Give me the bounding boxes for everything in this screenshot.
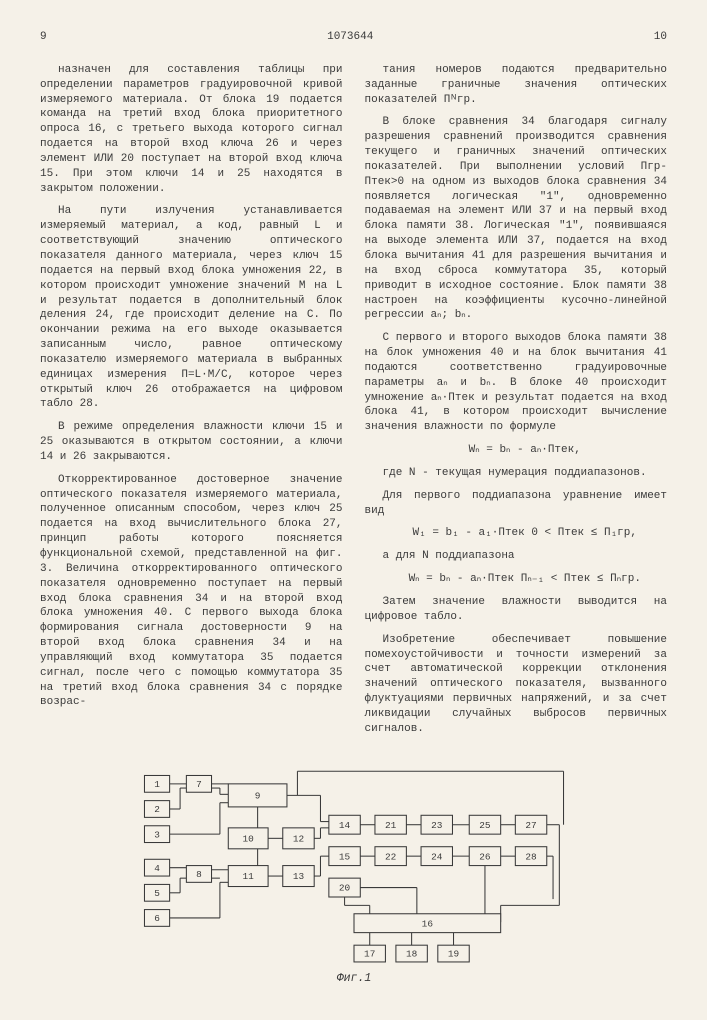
para: назначен для составления таблицы при опр… (40, 63, 343, 197)
block-label-14: 14 (338, 819, 350, 830)
para: В режиме определения влажности ключи 15 … (40, 420, 343, 465)
block-label-16: 16 (421, 918, 433, 929)
block-label-13: 13 (292, 871, 304, 882)
para: С первого и второго выходов блока памяти… (365, 331, 668, 435)
block-label-11: 11 (242, 871, 254, 882)
para: На пути излучения устанавливается измеря… (40, 204, 343, 412)
formula: Wₙ = bₙ - aₙ·Птек Пₙ₋₁ < Птек ≤ Пₙгр. (365, 572, 668, 587)
block-label-19: 19 (447, 948, 458, 959)
text-columns: назначен для составления таблицы при опр… (40, 63, 667, 745)
block-label-6: 6 (154, 913, 160, 924)
block-label-20: 20 (338, 882, 350, 893)
para: Для первого поддиапазона уравнение имеет… (365, 489, 668, 519)
block-label-8: 8 (196, 869, 202, 880)
block-label-18: 18 (405, 948, 417, 959)
block-label-28: 28 (525, 851, 537, 862)
block-label-2: 2 (154, 804, 160, 815)
block-label-3: 3 (154, 829, 160, 840)
doc-number: 1073644 (327, 30, 373, 45)
block-label-24: 24 (431, 851, 443, 862)
block-label-15: 15 (338, 851, 350, 862)
block-label-12: 12 (292, 833, 303, 844)
block-label-17: 17 (364, 948, 375, 959)
block-label-1: 1 (154, 779, 160, 790)
diagram-svg: 1234567891011121314152122232425262728201… (74, 765, 634, 985)
page-num-right: 10 (654, 30, 667, 45)
para: тания номеров подаются предварительно за… (365, 63, 668, 108)
para: В блоке сравнения 34 благодаря сигналу р… (365, 115, 668, 323)
para: Откорректированное достоверное значение … (40, 473, 343, 711)
para: Затем значение влажности выводится на ци… (365, 595, 668, 625)
block-label-9: 9 (254, 790, 260, 801)
formula: Wₙ = bₙ - aₙ·Птек, (365, 443, 668, 458)
block-label-7: 7 (196, 779, 202, 790)
block-label-22: 22 (385, 851, 396, 862)
block-label-26: 26 (479, 851, 491, 862)
para: а для N поддиапазона (365, 549, 668, 564)
page-header: 9 1073644 10 (40, 30, 667, 45)
right-column: тания номеров подаются предварительно за… (365, 63, 668, 737)
block-label-23: 23 (431, 819, 443, 830)
block-label-21: 21 (385, 819, 397, 830)
block-diagram: 1234567891011121314152122232425262728201… (40, 765, 667, 991)
page-num-left: 9 (40, 30, 47, 45)
para: где N - текущая нумерация поддиапазонов. (365, 466, 668, 481)
block-label-4: 4 (154, 862, 160, 873)
block-label-10: 10 (242, 833, 254, 844)
para: Изобретение обеспечивает повышение помех… (365, 633, 668, 737)
block-label-27: 27 (525, 819, 536, 830)
figure-label: Фиг.1 (336, 971, 371, 984)
left-column: назначен для составления таблицы при опр… (40, 63, 343, 710)
block-label-25: 25 (479, 819, 491, 830)
block-label-5: 5 (154, 888, 160, 899)
formula: W₁ = b₁ - a₁·Птек 0 < Птек ≤ П₁гр, (365, 526, 668, 541)
